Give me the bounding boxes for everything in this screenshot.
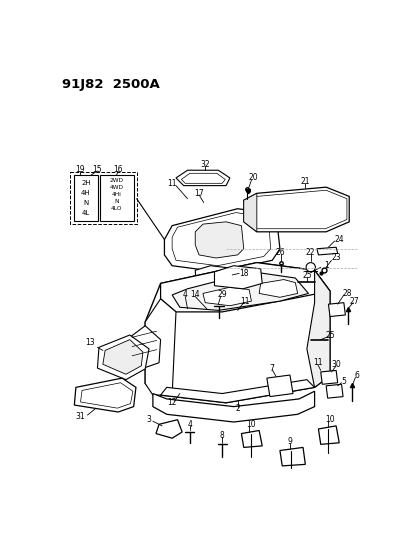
Text: 11: 11 — [167, 179, 176, 188]
Polygon shape — [156, 419, 182, 438]
Text: 18: 18 — [238, 269, 248, 278]
Text: 3: 3 — [146, 415, 151, 424]
Text: N: N — [114, 198, 119, 204]
Polygon shape — [195, 222, 243, 258]
Polygon shape — [214, 265, 261, 289]
Text: 1: 1 — [323, 261, 328, 270]
Bar — [100, 175, 133, 221]
Text: 32: 32 — [200, 159, 209, 168]
Bar — [74, 175, 98, 221]
Polygon shape — [259, 280, 297, 297]
Text: 4WD: 4WD — [109, 184, 123, 190]
Polygon shape — [145, 263, 329, 403]
Polygon shape — [145, 299, 176, 395]
Text: 23: 23 — [330, 254, 340, 262]
Text: 12: 12 — [167, 398, 176, 407]
Polygon shape — [164, 209, 279, 272]
Text: 4Hi: 4Hi — [112, 191, 121, 197]
Text: 4H: 4H — [81, 190, 90, 196]
Polygon shape — [202, 287, 251, 306]
Text: 9: 9 — [287, 437, 292, 446]
Text: 2WD: 2WD — [109, 177, 123, 183]
Text: 31: 31 — [75, 412, 84, 421]
Text: 4L: 4L — [82, 209, 90, 215]
Text: 29: 29 — [217, 290, 226, 300]
Text: 28: 28 — [342, 289, 351, 298]
Polygon shape — [318, 426, 338, 445]
Text: 25: 25 — [301, 271, 311, 280]
Text: 8: 8 — [219, 431, 224, 440]
Text: 4LO: 4LO — [111, 206, 122, 211]
Text: 4: 4 — [183, 290, 187, 300]
Text: 26: 26 — [275, 248, 285, 257]
Text: 6: 6 — [354, 372, 358, 381]
Text: 24: 24 — [334, 235, 343, 244]
Text: 22: 22 — [305, 248, 315, 257]
Polygon shape — [97, 335, 149, 379]
Text: 5: 5 — [341, 377, 345, 386]
Text: 4: 4 — [187, 420, 192, 429]
Text: 25: 25 — [324, 330, 334, 340]
Polygon shape — [152, 391, 314, 422]
Text: 19: 19 — [75, 165, 84, 174]
Polygon shape — [316, 247, 337, 255]
Text: 10: 10 — [324, 415, 334, 424]
Polygon shape — [279, 447, 305, 466]
Text: 30: 30 — [330, 360, 340, 369]
Polygon shape — [241, 431, 261, 447]
Text: 13: 13 — [85, 338, 94, 347]
Polygon shape — [243, 187, 349, 232]
Text: 15: 15 — [93, 165, 102, 174]
Polygon shape — [325, 384, 342, 398]
Polygon shape — [243, 193, 256, 232]
Polygon shape — [266, 375, 292, 397]
Text: 14: 14 — [190, 290, 199, 300]
Text: 91J82  2500A: 91J82 2500A — [62, 78, 159, 91]
Polygon shape — [320, 370, 337, 384]
Polygon shape — [160, 263, 329, 312]
Text: N: N — [83, 199, 88, 206]
Polygon shape — [74, 378, 135, 412]
Polygon shape — [328, 303, 344, 317]
Polygon shape — [128, 326, 160, 368]
Text: 21: 21 — [300, 176, 309, 185]
Text: 10: 10 — [246, 420, 256, 429]
Text: 17: 17 — [194, 189, 204, 198]
Text: 11: 11 — [312, 358, 322, 367]
Text: 7: 7 — [269, 364, 274, 373]
Text: 2H: 2H — [81, 180, 90, 185]
Bar — [69, 172, 137, 224]
Text: 27: 27 — [349, 297, 358, 305]
Text: 16: 16 — [113, 165, 123, 174]
Polygon shape — [160, 379, 314, 403]
Polygon shape — [102, 340, 142, 374]
Circle shape — [305, 263, 315, 272]
Text: 2: 2 — [235, 403, 240, 413]
Polygon shape — [306, 270, 329, 387]
Text: 20: 20 — [247, 173, 257, 182]
Polygon shape — [195, 265, 231, 284]
Text: 11: 11 — [240, 297, 249, 305]
Polygon shape — [172, 272, 308, 310]
